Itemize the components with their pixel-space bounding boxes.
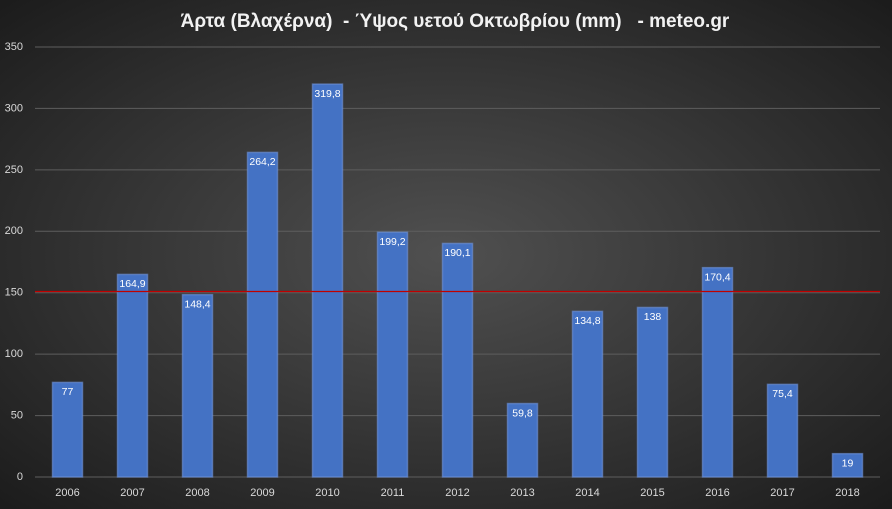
bar xyxy=(51,381,84,478)
bar xyxy=(701,266,734,478)
bar xyxy=(376,231,409,478)
value-label: 190,1 xyxy=(444,247,470,259)
x-tick-label: 2008 xyxy=(185,487,209,499)
x-tick-label: 2012 xyxy=(445,487,469,499)
y-tick-label: 150 xyxy=(5,287,23,299)
bar xyxy=(506,402,539,478)
bar xyxy=(116,273,149,478)
y-tick-label: 350 xyxy=(5,41,23,53)
y-tick-label: 250 xyxy=(5,164,23,176)
chart-title: Άρτα (Βλαχέρνα) - Ύψος υετού Οκτωβρίου (… xyxy=(181,11,730,32)
x-tick-label: 2015 xyxy=(640,487,664,499)
bar xyxy=(181,293,214,478)
x-tick-label: 2014 xyxy=(575,487,599,499)
x-tick-label: 2017 xyxy=(770,487,794,499)
value-label: 148,4 xyxy=(184,298,210,310)
y-tick-label: 300 xyxy=(5,102,23,114)
bar xyxy=(441,242,474,478)
bar xyxy=(766,383,799,478)
value-label: 319,8 xyxy=(314,88,340,100)
value-label: 164,9 xyxy=(119,278,145,290)
x-tick-label: 2010 xyxy=(315,487,339,499)
value-label: 75,4 xyxy=(772,388,793,400)
y-tick-label: 100 xyxy=(5,348,23,360)
value-label: 138 xyxy=(644,311,662,323)
value-label: 77 xyxy=(62,386,74,398)
value-label: 59,8 xyxy=(512,407,533,419)
value-label: 170,4 xyxy=(704,271,730,283)
x-tick-label: 2006 xyxy=(55,487,79,499)
x-tick-label: 2018 xyxy=(835,487,859,499)
y-tick-label: 0 xyxy=(17,471,23,483)
bar xyxy=(831,452,864,478)
bar xyxy=(246,151,279,478)
x-tick-label: 2007 xyxy=(120,487,144,499)
bar xyxy=(571,310,604,478)
y-tick-label: 200 xyxy=(5,225,23,237)
x-tick-label: 2016 xyxy=(705,487,729,499)
value-label: 19 xyxy=(842,457,854,469)
x-tick-label: 2011 xyxy=(381,487,405,499)
bar xyxy=(636,306,669,478)
x-tick-label: 2009 xyxy=(250,487,274,499)
bar xyxy=(311,83,344,478)
value-label: 264,2 xyxy=(249,156,275,168)
y-tick-label: 50 xyxy=(11,409,23,421)
x-tick-label: 2013 xyxy=(510,487,534,499)
value-label: 134,8 xyxy=(574,315,600,327)
value-label: 199,2 xyxy=(379,236,405,248)
